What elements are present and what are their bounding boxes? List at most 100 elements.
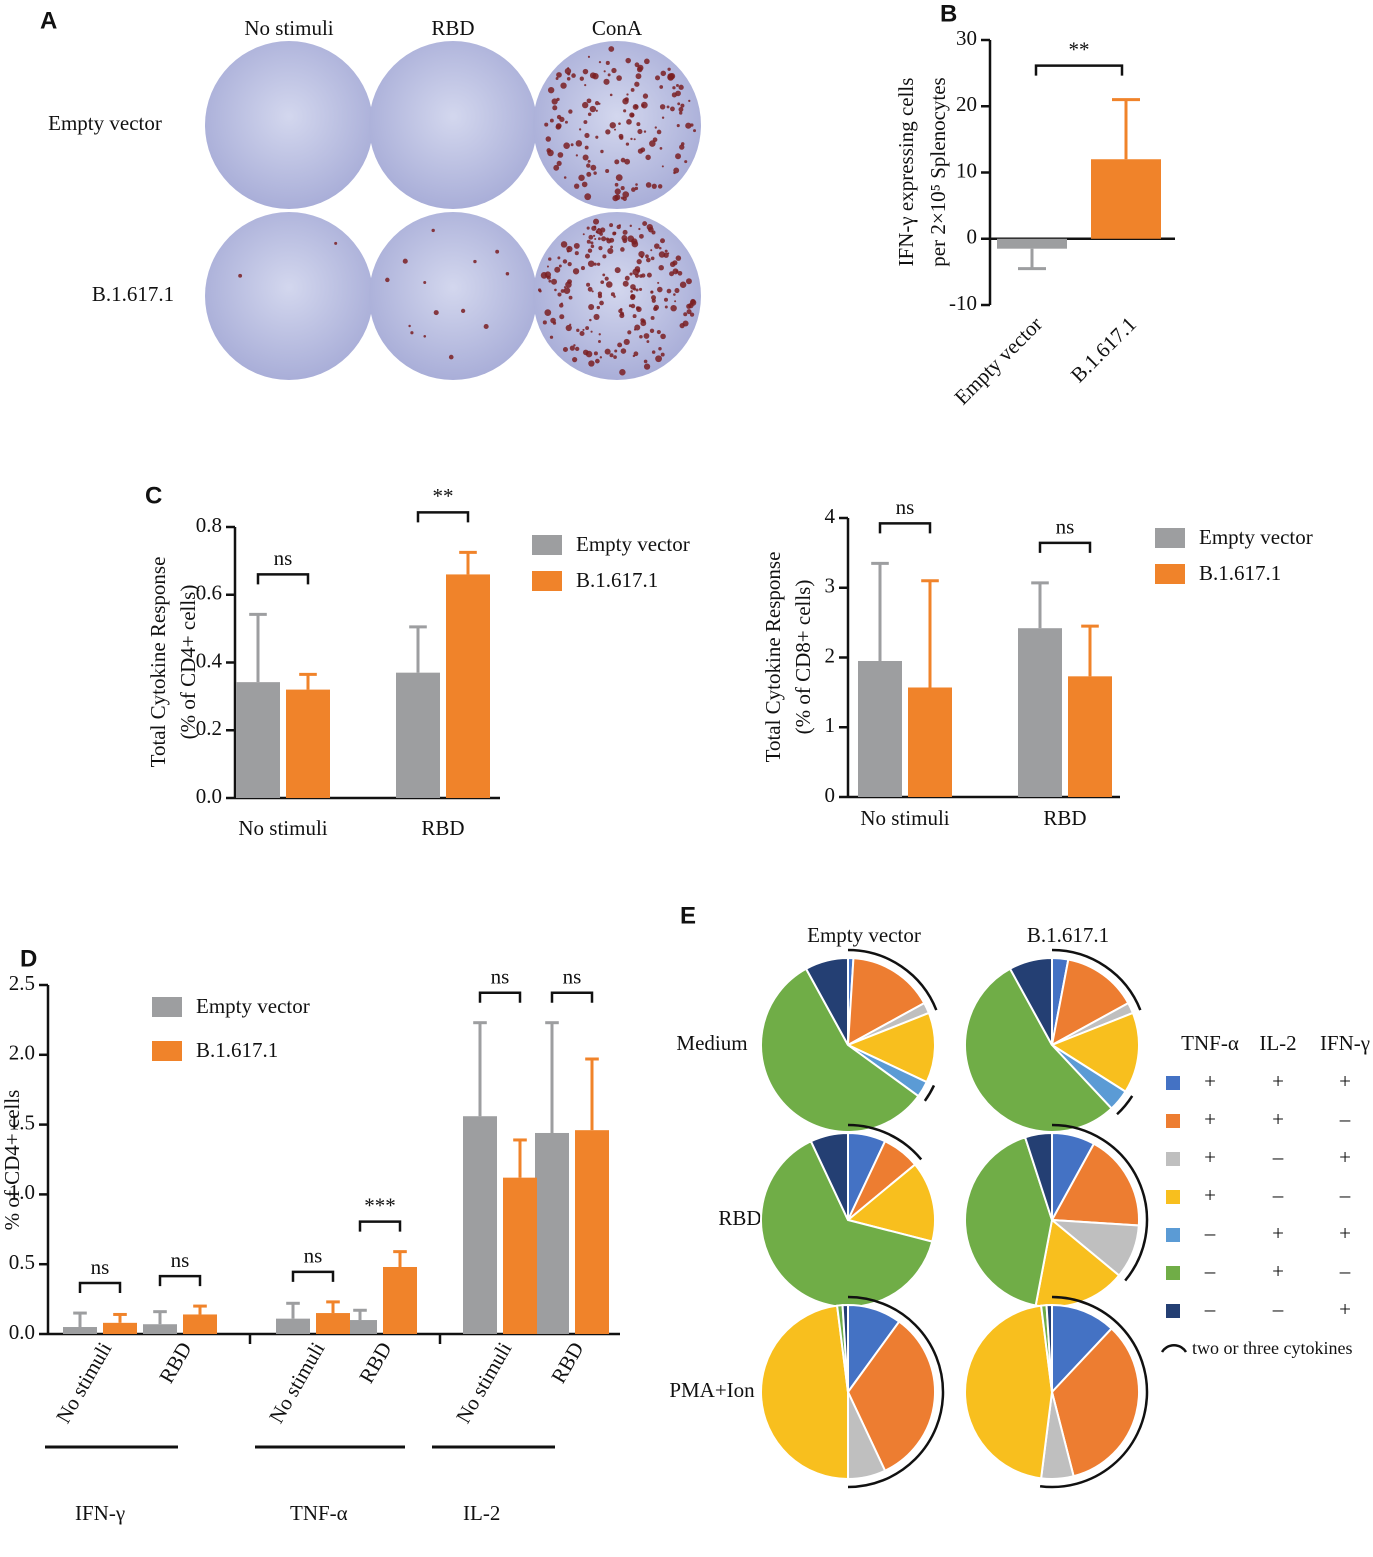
spot: [583, 120, 588, 125]
spot: [638, 250, 645, 258]
spot: [636, 122, 641, 127]
legend-arc-symbol: [1160, 1343, 1188, 1353]
spot: [579, 76, 584, 81]
spot: [582, 68, 589, 75]
spot: [596, 305, 601, 310]
spot: [620, 186, 625, 191]
spot: [622, 238, 628, 244]
spot: [605, 129, 611, 135]
error-bar: [585, 1057, 599, 1131]
spot: [651, 298, 656, 303]
spot: [629, 224, 632, 228]
pie-slice: [845, 1163, 936, 1243]
cytokine-arc: [1051, 948, 1142, 1011]
legend-swatch: [152, 1041, 182, 1061]
column-header: RBD: [431, 16, 474, 40]
spot: [423, 334, 427, 338]
spot: [448, 354, 454, 360]
spot: [660, 333, 666, 340]
spot: [637, 129, 643, 135]
spot: [594, 101, 600, 106]
spot: [649, 140, 656, 147]
x-tick-label: RBD: [421, 816, 464, 840]
spot: [683, 312, 688, 317]
spot: [639, 233, 644, 239]
spot: [552, 321, 557, 325]
spot: [670, 304, 677, 312]
legend-note: two or three cytokines: [1192, 1338, 1352, 1358]
legend-sign: –: [1272, 1297, 1284, 1321]
spot: [385, 277, 390, 283]
spot: [632, 314, 637, 319]
spot: [567, 72, 571, 76]
spot: [542, 320, 547, 325]
legend-sign: +: [1204, 1069, 1216, 1093]
group-label: IL-2: [463, 1501, 500, 1525]
panel-letter: A: [40, 7, 57, 34]
spot: [623, 109, 627, 113]
spot: [619, 369, 626, 376]
spot: [495, 249, 500, 254]
x-tick-label: B.1.617.1: [1066, 312, 1141, 387]
spot: [571, 73, 576, 78]
spot: [658, 246, 662, 250]
y-axis-label: % of CD4+ cells: [0, 1090, 24, 1231]
spot: [565, 281, 572, 288]
legend-sign: +: [1339, 1297, 1351, 1321]
bar: [575, 1130, 609, 1334]
error-bar: [871, 561, 889, 661]
spot: [658, 264, 664, 271]
spot: [606, 238, 612, 244]
pie-slice: [1051, 1303, 1113, 1395]
y-axis-label: (% of CD4+ cells): [176, 585, 200, 740]
spot: [586, 282, 591, 287]
column-header: B.1.617.1: [1027, 923, 1109, 947]
spot: [663, 297, 669, 302]
cytokine-arc: [1051, 1123, 1149, 1282]
spot: [609, 122, 616, 129]
spot: [589, 318, 592, 322]
spot: [589, 72, 597, 79]
legend-header: TNF-α: [1181, 1031, 1239, 1055]
spot: [643, 363, 651, 370]
spot: [608, 46, 615, 52]
legend-sign: +: [1339, 1221, 1351, 1245]
spot: [578, 128, 582, 131]
spot: [631, 187, 636, 192]
spot: [607, 73, 611, 77]
spot: [548, 257, 552, 261]
significance-label: **: [433, 484, 454, 508]
legend-swatch: [1166, 1076, 1180, 1090]
group-label: TNF-α: [290, 1501, 348, 1525]
spot: [644, 58, 650, 65]
spot: [651, 230, 656, 235]
spot: [573, 183, 580, 189]
spot: [238, 273, 243, 278]
spot: [580, 266, 585, 271]
spot: [651, 295, 657, 301]
error-bar: [545, 1021, 559, 1133]
spot: [689, 312, 695, 317]
bar: [858, 660, 902, 797]
spot: [620, 157, 626, 163]
error-bar: [353, 1308, 367, 1321]
spot: [635, 306, 640, 311]
spot: [626, 93, 629, 96]
bar: [503, 1177, 537, 1334]
spot: [640, 147, 646, 153]
significance-bracket: [256, 573, 310, 585]
spot: [641, 273, 646, 278]
cytokine-arc: [1039, 1295, 1149, 1489]
legend-sign: –: [1204, 1297, 1216, 1321]
pie-slice: [1049, 1011, 1140, 1094]
spot: [672, 86, 676, 90]
error-bar: [113, 1312, 127, 1323]
error-bar: [1112, 98, 1140, 160]
spot: [556, 72, 562, 78]
spot: [612, 231, 617, 236]
y-tick-label: 0.8: [196, 513, 222, 537]
spot: [586, 98, 592, 104]
spot: [654, 126, 657, 129]
significance-bracket: [358, 1220, 402, 1232]
significance-bracket: [78, 1281, 122, 1294]
